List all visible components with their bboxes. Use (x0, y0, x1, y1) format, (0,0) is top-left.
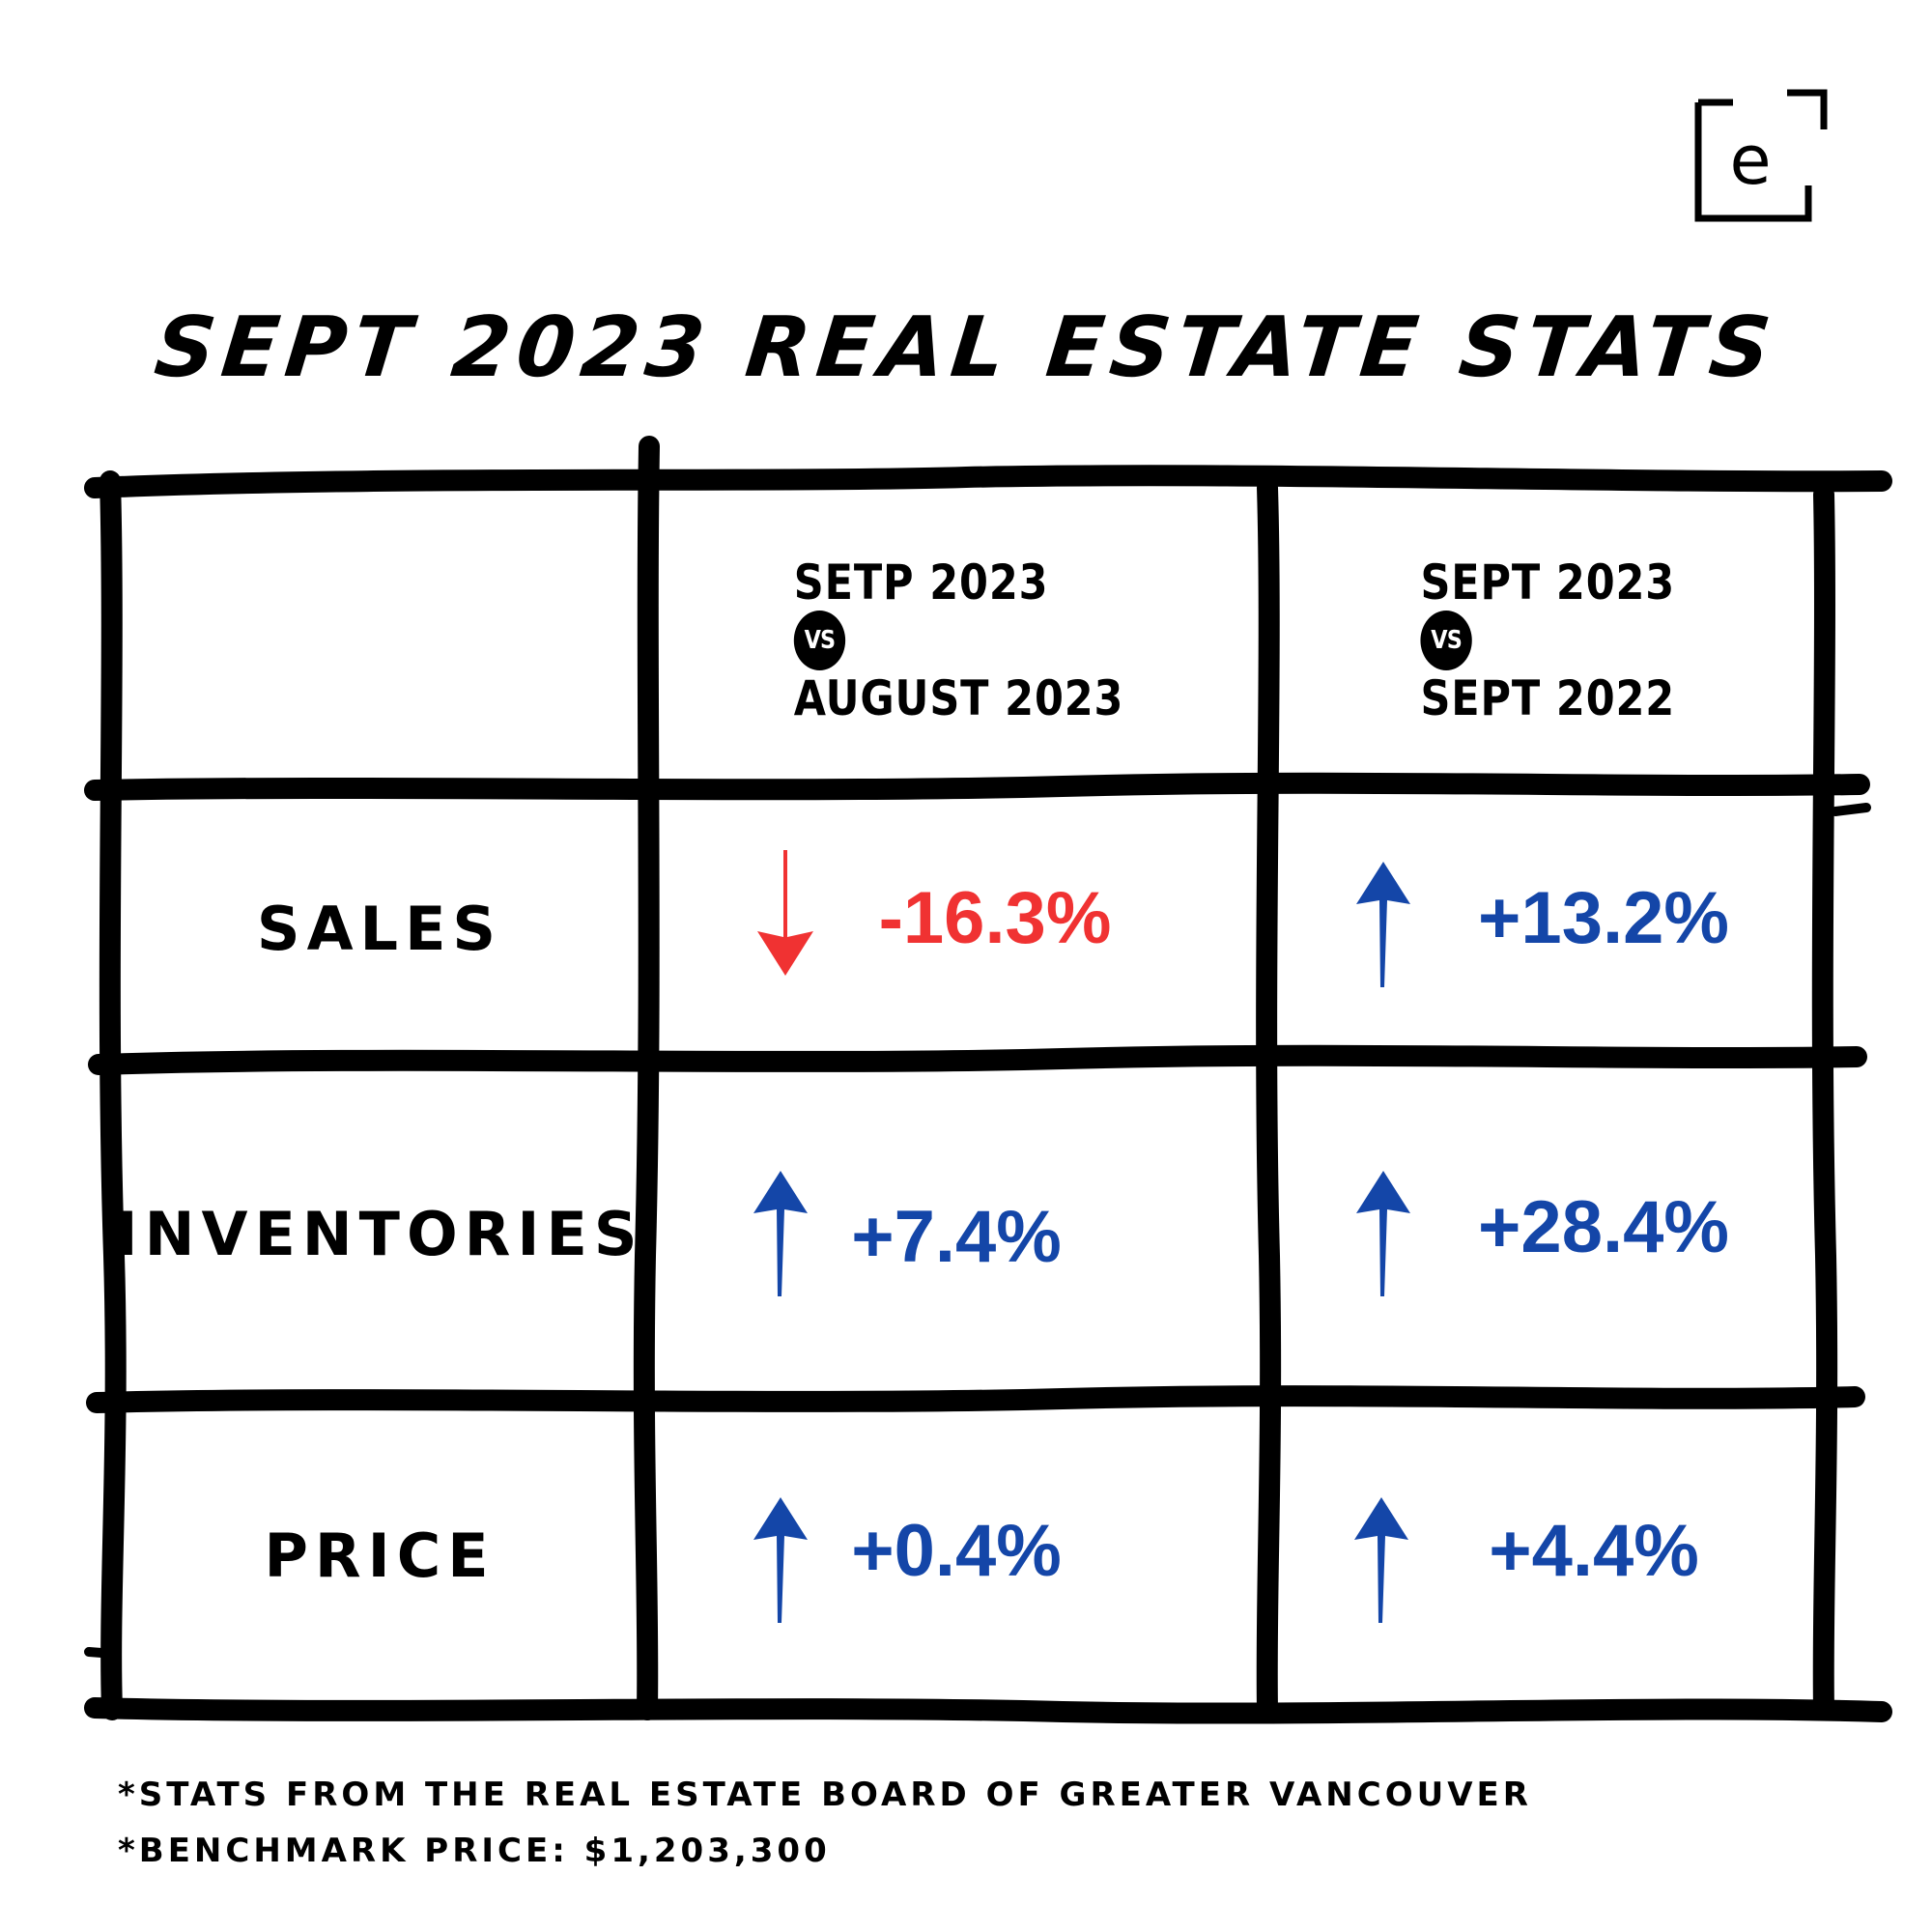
inventories-mom-value: +7.4% (851, 1195, 1062, 1278)
row-label-price: PRICE (264, 1520, 496, 1591)
column-header-2-top: SEPT 2023 (1420, 554, 1676, 611)
arrow-up-icon (1356, 862, 1410, 987)
vs-badge: VS (1420, 610, 1473, 670)
vs-badge: VS (793, 610, 846, 670)
inventories-yoy-value: +28.4% (1478, 1185, 1729, 1268)
price-yoy-value: +4.4% (1489, 1509, 1699, 1592)
column-header-2-bottom: SEPT 2022 (1420, 669, 1676, 726)
row-label-inventories: INVENTORIES (115, 1198, 644, 1269)
footnote-source: *STATS FROM THE REAL ESTATE BOARD OF GRE… (118, 1776, 1532, 1814)
arrow-up-icon (753, 1497, 808, 1623)
footnote-benchmark: *BENCHMARK PRICE: $1,203,300 (118, 1832, 831, 1870)
arrow-down-icon (757, 850, 813, 976)
column-header-1: SETP 2023 VS AUGUST 2023 (793, 554, 1124, 726)
arrow-up-icon (753, 1171, 808, 1296)
logo-letter: e (1729, 121, 1771, 200)
arrow-up-icon (1356, 1171, 1410, 1296)
row-label-sales: SALES (256, 893, 503, 964)
arrow-up-icon (1354, 1497, 1408, 1623)
column-header-1-top: SETP 2023 (793, 554, 1049, 611)
price-mom-value: +0.4% (851, 1509, 1062, 1592)
sales-mom-value: -16.3% (878, 876, 1112, 959)
column-header-1-bottom: AUGUST 2023 (793, 669, 1124, 726)
column-header-2: SEPT 2023 VS SEPT 2022 (1420, 554, 1676, 726)
brand-e-logo: e (1694, 89, 1828, 222)
sales-yoy-value: +13.2% (1478, 876, 1729, 959)
